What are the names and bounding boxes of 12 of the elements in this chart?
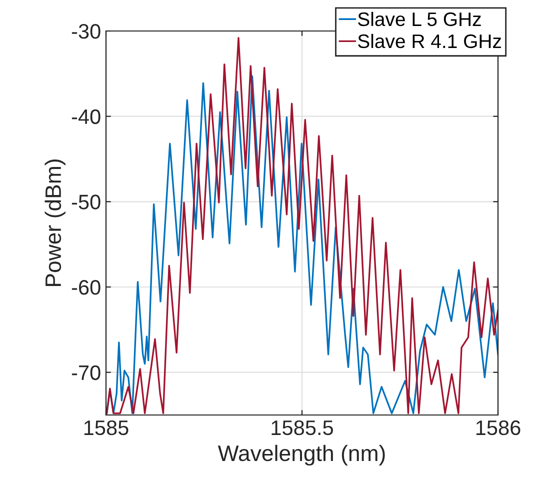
x-axis-title: Wavelength (nm)	[218, 444, 385, 466]
y-tick-label: -40	[72, 109, 100, 124]
y-tick-label: -60	[72, 280, 100, 295]
y-axis-title: Power (dBm)	[44, 160, 66, 286]
legend-label: Slave R 4.1 GHz	[358, 34, 501, 48]
y-tick-label: -70	[72, 365, 100, 380]
y-tick-label: -30	[72, 24, 100, 39]
y-tick-label: -50	[72, 194, 100, 210]
x-tick-label: 1585	[84, 420, 128, 436]
x-tick-label: 1585.5	[272, 420, 333, 436]
x-tick-label: 1586	[476, 420, 520, 436]
legend-label: Slave L 5 GHz	[358, 12, 481, 26]
